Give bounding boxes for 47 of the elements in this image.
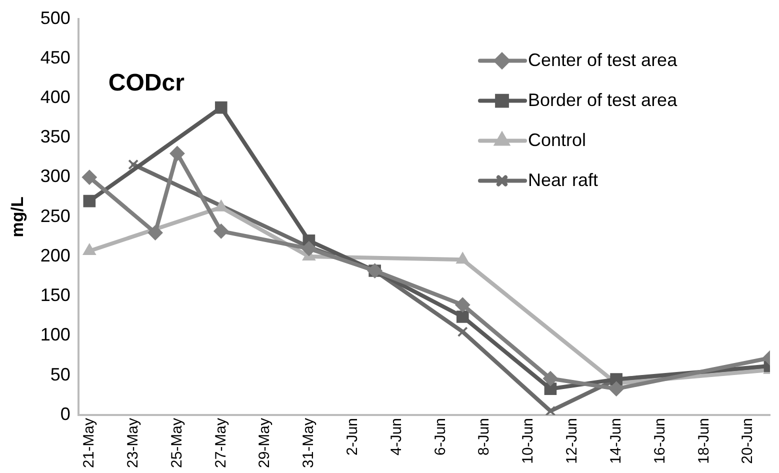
point [214, 224, 229, 239]
y-axis-title: mg/L [8, 196, 27, 238]
y-tick-label: 400 [40, 87, 70, 108]
x-tick-label: 23-May [124, 417, 142, 468]
x-tick-label: 27-May [212, 417, 230, 468]
point [170, 146, 185, 161]
y-tick-label: 500 [40, 8, 70, 28]
x-tick-label: 25-May [168, 417, 186, 468]
point [544, 382, 557, 395]
point [214, 101, 228, 114]
x-tick-label: 10-Jun [520, 418, 537, 464]
x-tick-label: 21-May [80, 417, 98, 468]
x-tick-label: 31-May [300, 417, 318, 468]
y-tick-label: 250 [40, 206, 70, 226]
x-tick-label: 2-Jun [344, 418, 362, 456]
x-tick-label: 20-Jun [739, 418, 756, 464]
x-tick-label: 16-Jun [651, 418, 668, 464]
y-tick-label: 350 [40, 126, 70, 147]
y-tick-label: 0 [60, 404, 70, 424]
point [455, 297, 470, 312]
x-tick-label: 14-Jun [607, 418, 624, 464]
x-tick-label: 29-May [256, 417, 274, 468]
y-tick-label: 100 [40, 324, 70, 345]
point [83, 194, 96, 208]
legend-label: Border of test area [528, 90, 678, 110]
point [608, 381, 624, 396]
y-tick-label: 200 [40, 245, 70, 266]
point [456, 310, 469, 323]
legend-label: Control [528, 130, 586, 150]
legend-label: Center of test area [528, 50, 678, 70]
x-tick-label: 18-Jun [695, 418, 712, 464]
legend-label: Near raft [528, 170, 598, 190]
point [545, 406, 556, 415]
y-tick-label: 300 [40, 166, 70, 186]
point [301, 241, 316, 256]
x-tick-label: 8-Jun [476, 418, 493, 456]
point [148, 225, 163, 240]
y-tick-label: 50 [50, 364, 70, 384]
text: CODcr [108, 69, 184, 96]
x-tick-label: 4-Jun [388, 418, 405, 456]
y-tick-label: 150 [40, 285, 70, 306]
x-tick-label: 6-Jun [432, 418, 449, 456]
point [542, 371, 558, 386]
x-tick-label: 12-Jun [564, 418, 581, 464]
y-tick-label: 450 [40, 47, 70, 68]
point [457, 326, 468, 338]
point [82, 170, 97, 185]
